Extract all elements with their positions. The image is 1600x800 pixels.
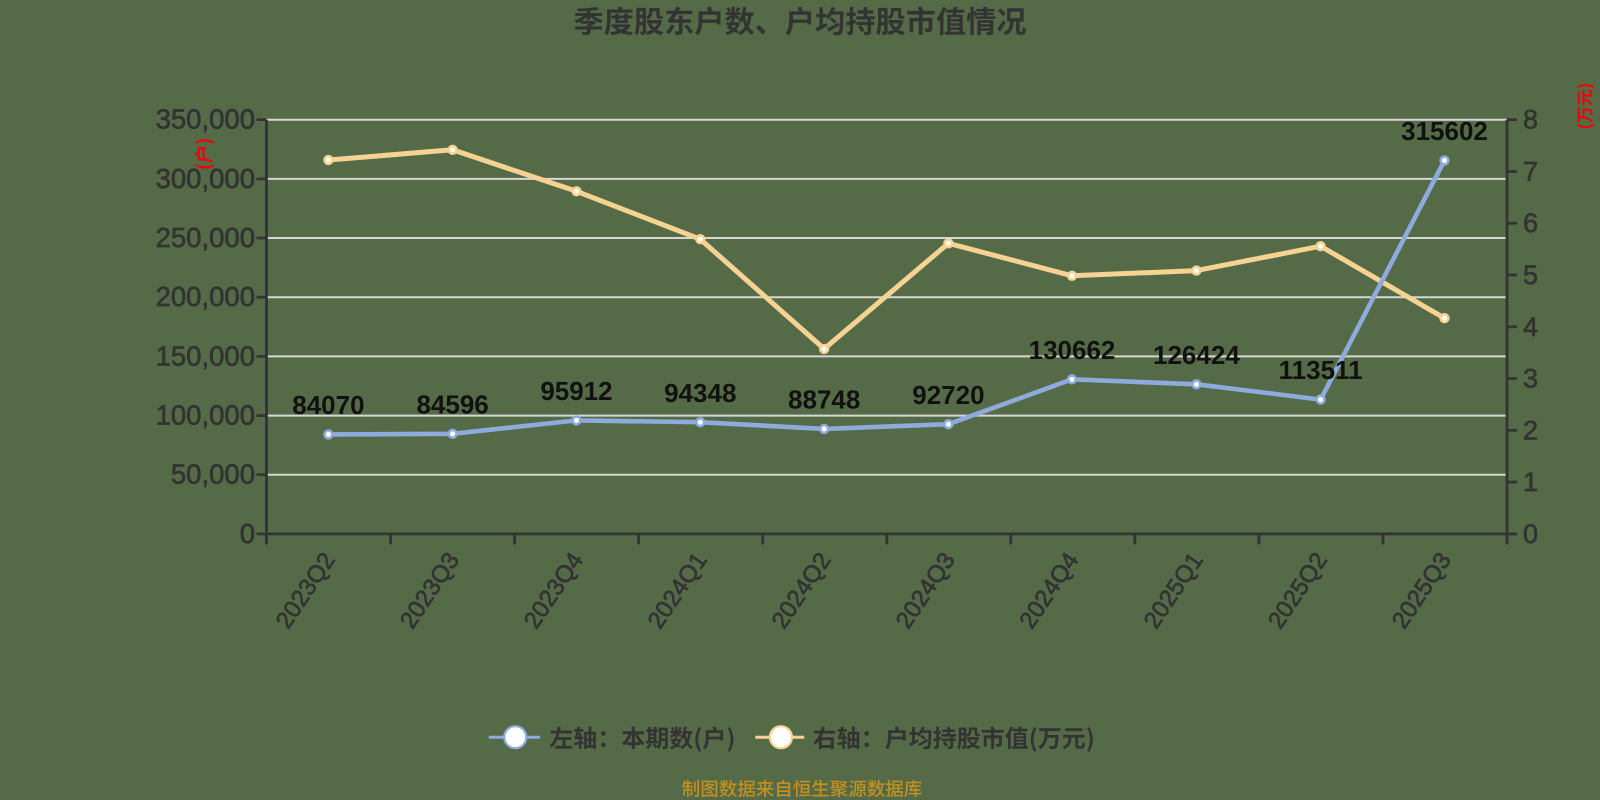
svg-text:7: 7 xyxy=(1523,157,1538,187)
svg-text:350,000: 350,000 xyxy=(156,104,255,135)
svg-text:8: 8 xyxy=(1523,105,1538,135)
svg-text:1: 1 xyxy=(1523,467,1538,497)
svg-text:0: 0 xyxy=(240,518,255,549)
svg-text:200,000: 200,000 xyxy=(156,281,255,312)
svg-text:126424: 126424 xyxy=(1153,340,1240,370)
svg-text:88748: 88748 xyxy=(788,385,860,415)
svg-text:2: 2 xyxy=(1523,415,1538,445)
svg-text:84070: 84070 xyxy=(292,390,364,420)
svg-text:4: 4 xyxy=(1523,312,1538,342)
svg-text:50,000: 50,000 xyxy=(171,459,255,490)
svg-text:100,000: 100,000 xyxy=(156,400,255,431)
svg-text:84596: 84596 xyxy=(416,389,488,419)
svg-text:5: 5 xyxy=(1523,260,1538,290)
svg-text:3: 3 xyxy=(1523,364,1538,394)
svg-text:6: 6 xyxy=(1523,208,1538,238)
svg-text:95912: 95912 xyxy=(540,376,612,406)
svg-text:92720: 92720 xyxy=(912,380,984,410)
svg-text:250,000: 250,000 xyxy=(156,222,255,253)
svg-text:315602: 315602 xyxy=(1401,116,1488,146)
svg-text:150,000: 150,000 xyxy=(156,340,255,371)
svg-text:94348: 94348 xyxy=(664,378,736,408)
svg-text:113511: 113511 xyxy=(1279,355,1363,385)
svg-text:0: 0 xyxy=(1523,519,1538,549)
svg-text:130662: 130662 xyxy=(1029,335,1116,365)
